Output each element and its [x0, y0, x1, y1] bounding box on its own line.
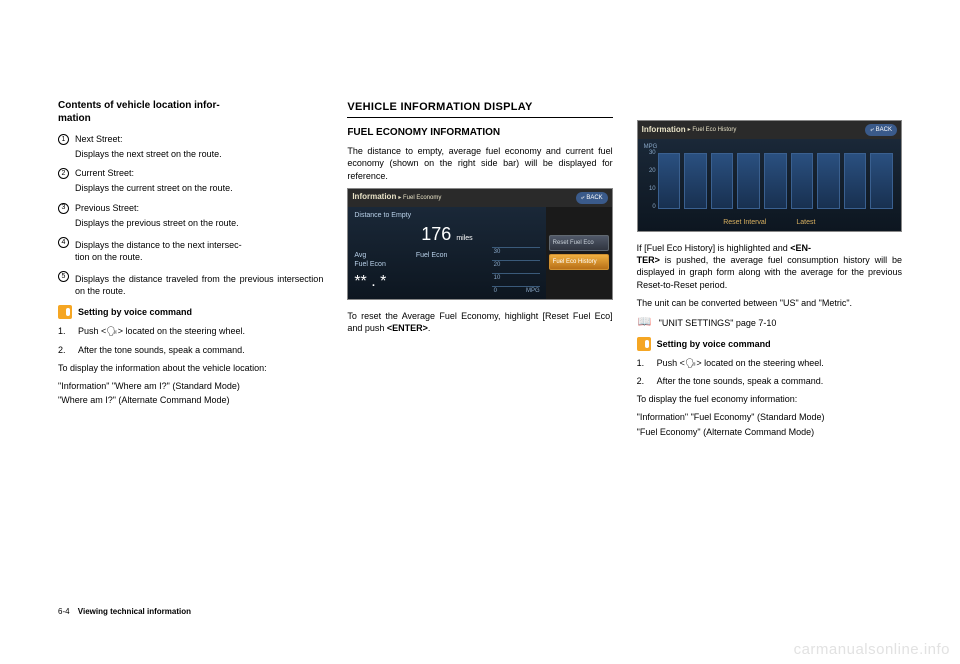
- step-item: 2. After the tone sounds, speak a comman…: [58, 344, 323, 356]
- talk-icon: 🗣: [685, 358, 696, 368]
- item-desc: Displays the previous street on the rout…: [75, 217, 323, 229]
- history-bar: [764, 153, 787, 209]
- talk-icon: 🗣: [106, 326, 117, 336]
- voice-command-header: Setting by voice command: [637, 337, 902, 351]
- paragraph: To display the fuel economy information:: [637, 393, 902, 405]
- dte-label: Distance to Empty: [354, 211, 539, 220]
- voice-command-header: Setting by voice command: [58, 305, 323, 319]
- history-bar: [737, 153, 760, 209]
- col1-heading: Contents of vehicle location infor- mati…: [58, 100, 323, 125]
- y-axis: 30 20 10 0: [642, 149, 656, 211]
- page: Contents of vehicle location infor- mati…: [0, 0, 960, 480]
- voice-example: "Information" "Fuel Economy" (Standard M…: [637, 411, 902, 423]
- screenshot-title: Information ▸ Fuel Eco History: [642, 125, 737, 136]
- section-header: VEHICLE INFORMATION DISPLAY: [347, 100, 612, 118]
- history-bar: [684, 153, 707, 209]
- screenshot-header: Information ▸ Fuel Eco History ⤶ BACK: [638, 121, 901, 139]
- step-number: 1.: [637, 357, 649, 369]
- voice-example: "Where am I?" (Alternate Command Mode): [58, 394, 323, 406]
- history-bar: [711, 153, 734, 209]
- voice-label: Setting by voice command: [78, 306, 192, 318]
- item-title: Next Street:: [75, 133, 323, 145]
- step-text: Push <🗣> located on the steering wheel.: [78, 325, 245, 337]
- item-desc: Displays the distance to the next inters…: [75, 239, 323, 263]
- history-bar: [870, 153, 893, 209]
- column-3: Information ▸ Fuel Eco History ⤶ BACK MP…: [637, 100, 902, 440]
- item-number: 5: [58, 271, 69, 282]
- voice-label: Setting by voice command: [657, 338, 771, 350]
- voice-example: "Fuel Economy" (Alternate Command Mode): [637, 426, 902, 438]
- reset-interval-label: Reset Interval: [723, 218, 766, 227]
- screenshot-left-panel: Distance to Empty 176 miles Avg Fuel Eco…: [348, 207, 545, 299]
- history-bar: [844, 153, 867, 209]
- column-2: VEHICLE INFORMATION DISPLAY FUEL ECONOMY…: [347, 100, 612, 440]
- item-number: 4: [58, 237, 69, 248]
- item-number: 1: [58, 134, 69, 145]
- list-item: 5 Displays the distance traveled from th…: [58, 270, 323, 297]
- reference-text: "UNIT SETTINGS" page 7-10: [659, 317, 777, 329]
- voice-icon: [58, 305, 72, 319]
- watermark: carmanualsonline.info: [794, 641, 950, 658]
- paragraph: If [Fuel Eco History] is highlighted and…: [637, 242, 902, 291]
- list-item: 3 Previous Street: Displays the previous…: [58, 202, 323, 229]
- screenshot-body: MPG 30 20 10 0: [638, 139, 901, 231]
- item-desc: Displays the current street on the route…: [75, 182, 323, 194]
- step-text: After the tone sounds, speak a command.: [78, 344, 245, 356]
- screenshot-header: Information ▸ Fuel Economy ⤶ BACK: [348, 189, 611, 207]
- page-footer: 6-4 Viewing technical information: [58, 607, 191, 616]
- column-1: Contents of vehicle location infor- mati…: [58, 100, 323, 440]
- fuel-eco-history-button: Fuel Eco History: [549, 254, 609, 270]
- history-bar: [817, 153, 840, 209]
- fuel-eco-history-screenshot: Information ▸ Fuel Eco History ⤶ BACK MP…: [637, 120, 902, 232]
- screenshot-title: Information ▸ Fuel Economy: [352, 192, 441, 203]
- history-bar: [658, 153, 681, 209]
- fuel-economy-screenshot: Information ▸ Fuel Economy ⤶ BACK Distan…: [347, 188, 612, 300]
- item-desc: Displays the distance traveled from the …: [75, 273, 323, 297]
- step-text: After the tone sounds, speak a command.: [657, 375, 824, 387]
- sub-header: FUEL ECONOMY INFORMATION: [347, 126, 612, 140]
- item-number: 3: [58, 203, 69, 214]
- book-icon: 📖: [637, 317, 653, 329]
- step-item: 1. Push <🗣> located on the steering whee…: [637, 357, 902, 369]
- back-button: ⤶ BACK: [576, 192, 608, 204]
- history-buttons: Reset Interval Latest: [638, 218, 901, 227]
- item-number: 2: [58, 168, 69, 179]
- back-arrow-icon: ⤶: [870, 126, 873, 134]
- item-title: Current Street:: [75, 167, 323, 179]
- step-number: 1.: [58, 325, 70, 337]
- paragraph: The unit can be converted between "US" a…: [637, 297, 902, 309]
- step-text: Push <🗣> located on the steering wheel.: [657, 357, 824, 369]
- list-item: 4 Displays the distance to the next inte…: [58, 236, 323, 263]
- reference-row: 📖 "UNIT SETTINGS" page 7-10: [637, 317, 902, 329]
- step-item: 2. After the tone sounds, speak a comman…: [637, 375, 902, 387]
- section-name: Viewing technical information: [78, 607, 191, 616]
- item-title: Previous Street:: [75, 202, 323, 214]
- paragraph: To display the information about the veh…: [58, 362, 323, 374]
- fuel-gauge: 30 20 10 0 MPG: [468, 247, 540, 295]
- latest-label: Latest: [796, 218, 815, 227]
- step-number: 2.: [58, 344, 70, 356]
- paragraph: To reset the Average Fuel Economy, highl…: [347, 310, 612, 334]
- page-number: 6-4: [58, 607, 70, 616]
- item-desc: Displays the next street on the route.: [75, 148, 323, 160]
- voice-example: "Information" "Where am I?" (Standard Mo…: [58, 380, 323, 392]
- step-item: 1. Push <🗣> located on the steering whee…: [58, 325, 323, 337]
- history-bars: [658, 153, 893, 209]
- intro-paragraph: The distance to empty, average fuel econ…: [347, 145, 612, 181]
- screenshot-right-panel: Reset Fuel Eco Fuel Eco History: [546, 207, 612, 299]
- back-arrow-icon: ⤶: [581, 194, 584, 202]
- list-item: 2 Current Street: Displays the current s…: [58, 167, 323, 194]
- step-number: 2.: [637, 375, 649, 387]
- voice-icon: [637, 337, 651, 351]
- history-bar: [791, 153, 814, 209]
- back-button: ⤶ BACK: [865, 124, 897, 136]
- reset-fuel-eco-button: Reset Fuel Eco: [549, 235, 609, 251]
- mpg-label: MPG: [644, 143, 895, 151]
- dte-value: 176 miles: [354, 222, 539, 246]
- screenshot-body: Distance to Empty 176 miles Avg Fuel Eco…: [348, 207, 611, 299]
- list-item: 1 Next Street: Displays the next street …: [58, 133, 323, 160]
